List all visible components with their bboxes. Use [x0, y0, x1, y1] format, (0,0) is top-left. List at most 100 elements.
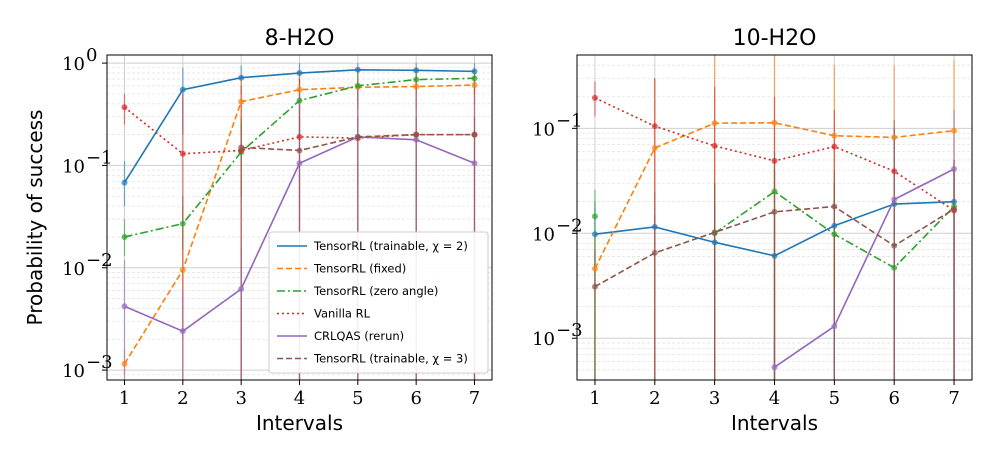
x-tick-label: 7 [469, 388, 480, 409]
x-axis-label: Intervals [256, 411, 343, 435]
y-tick-exponent: −2 [86, 250, 113, 271]
y-tick-exponent: −3 [556, 320, 583, 341]
chart-title: 10-H2O [733, 26, 817, 51]
x-tick-label: 4 [769, 388, 780, 409]
data-point [771, 364, 778, 371]
data-point [771, 157, 778, 164]
error-bars [594, 55, 955, 380]
data-point [591, 213, 598, 220]
x-tick-label: 5 [829, 388, 840, 409]
x-tick-label: 3 [709, 388, 720, 409]
data-point [413, 131, 420, 138]
data-point [471, 68, 478, 75]
data-point [831, 203, 838, 210]
data-point [179, 86, 186, 93]
data-point [771, 119, 778, 126]
data-point [831, 323, 838, 330]
legend-label: TensorRL (fixed) [313, 262, 406, 276]
data-point [179, 267, 186, 274]
data-point [711, 239, 718, 246]
legend-label: CRLQAS (rerun) [314, 329, 404, 343]
data-point [179, 220, 186, 227]
y-tick-label: 10 [62, 54, 85, 75]
data-point [891, 264, 898, 271]
data-point [831, 143, 838, 150]
x-tick-label: 3 [235, 388, 246, 409]
x-tick-label: 6 [888, 388, 899, 409]
x-tick-label: 4 [294, 388, 305, 409]
data-point [891, 168, 898, 175]
data-point [296, 160, 303, 167]
data-point [296, 133, 303, 140]
data-point [591, 283, 598, 290]
x-tick-label: 2 [649, 388, 660, 409]
x-tick-label: 2 [177, 388, 188, 409]
data-point [179, 150, 186, 157]
y-tick-exponent: 0 [86, 45, 97, 66]
data-point [413, 67, 420, 74]
data-point [121, 360, 128, 367]
data-point [771, 188, 778, 195]
data-point [591, 94, 598, 101]
data-point [121, 233, 128, 240]
data-point [121, 303, 128, 310]
y-tick-exponent: −1 [86, 147, 113, 168]
x-tick-label: 1 [589, 388, 600, 409]
data-point [651, 144, 658, 151]
y-tick-exponent: −1 [556, 110, 583, 131]
series-5 [238, 131, 478, 154]
data-point [121, 104, 128, 111]
series-1 [591, 119, 958, 272]
data-point [591, 231, 598, 238]
x-axis-label: Intervals [731, 411, 818, 435]
data-point [296, 147, 303, 154]
data-point [413, 76, 420, 83]
y-tick-exponent: −2 [556, 215, 583, 236]
data-point [471, 160, 478, 167]
data-point [711, 120, 718, 127]
legend: TensorRL (trainable, χ = 2) TensorRL (fix… [268, 231, 489, 374]
data-point [179, 328, 186, 335]
legend-label: TensorRL (trainable, χ = 3) [313, 352, 468, 366]
y-tick-label: 10 [532, 119, 555, 140]
data-point [771, 208, 778, 215]
data-point [711, 229, 718, 236]
data-point [238, 286, 245, 293]
data-point [891, 196, 898, 203]
data-point [471, 131, 478, 138]
legend-label: Vanilla RL [314, 307, 371, 321]
legend-box [268, 231, 489, 374]
data-point [711, 142, 718, 149]
data-point [951, 165, 958, 172]
series-0 [121, 66, 478, 186]
data-point [591, 265, 598, 272]
data-point [831, 222, 838, 229]
y-axis-label: Probability of success [23, 110, 47, 326]
y-tick-label: 10 [532, 329, 555, 350]
series-5 [591, 203, 958, 290]
series-3 [591, 94, 958, 214]
y-tick-label: 10 [62, 259, 85, 280]
data-point [651, 249, 658, 256]
y-tick-label: 10 [532, 224, 555, 245]
data-point [831, 132, 838, 139]
x-tick-label: 7 [948, 388, 959, 409]
data-point [238, 144, 245, 151]
series-0 [591, 198, 958, 259]
data-point [891, 242, 898, 249]
series-line [774, 168, 955, 368]
series-4 [771, 165, 958, 371]
x-tick-label: 5 [352, 388, 363, 409]
panel-8-h2o: 1 2 3 4 5 6 710−310−210−110 08-H2OIntervalsProb… [23, 26, 493, 435]
data-point [651, 123, 658, 130]
data-point [471, 75, 478, 82]
data-point [891, 134, 898, 141]
y-tick-label: 10 [62, 361, 85, 382]
data-point [121, 179, 128, 186]
data-point [651, 223, 658, 230]
data-point [413, 83, 420, 90]
data-point [238, 74, 245, 81]
data-point [354, 133, 361, 140]
